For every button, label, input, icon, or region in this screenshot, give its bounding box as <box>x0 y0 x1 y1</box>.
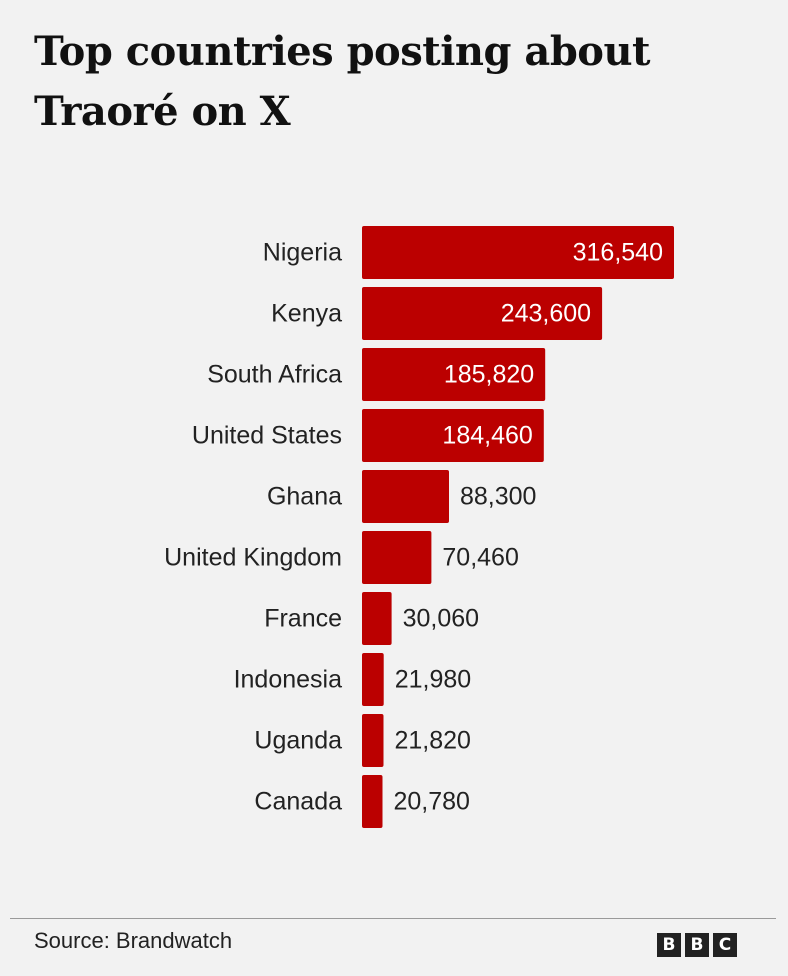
value-label: 243,600 <box>501 300 591 328</box>
value-label: 20,780 <box>394 788 470 816</box>
value-label: 185,820 <box>444 361 534 389</box>
bar-canada <box>362 775 383 828</box>
bbc-logo-letter: C <box>713 933 737 957</box>
value-label: 70,460 <box>442 544 518 572</box>
bar-chart: Nigeria 316,540 Kenya 243,600 South Africa 18… <box>164 226 674 828</box>
bar-ghana <box>362 470 449 523</box>
category-label: Nigeria <box>263 239 342 267</box>
bbc-logo: B B C <box>657 933 737 957</box>
category-label: Canada <box>254 788 342 816</box>
category-label: South Africa <box>207 361 342 389</box>
bar-france <box>362 592 392 645</box>
category-label: Uganda <box>254 727 342 755</box>
category-label: Indonesia <box>234 666 343 694</box>
bar-kenya <box>362 287 603 340</box>
value-label: 30,060 <box>403 605 479 633</box>
category-label: United Kingdom <box>164 544 342 572</box>
category-label: Ghana <box>267 483 342 511</box>
bar-united-kingdom <box>362 531 432 584</box>
value-label: 21,980 <box>395 666 471 694</box>
value-label: 21,820 <box>395 727 471 755</box>
chart-title: Top countries posting about Traoré on X <box>34 28 651 135</box>
bbc-logo-letter: B <box>657 933 681 957</box>
category-label: United States <box>192 422 342 450</box>
category-label: France <box>264 605 342 633</box>
footer-divider <box>10 918 776 919</box>
bar-south-africa <box>362 348 546 401</box>
bar-nigeria <box>362 226 674 279</box>
bar-united-states <box>362 409 544 462</box>
value-label: 184,460 <box>442 422 532 450</box>
value-label: 88,300 <box>460 483 536 511</box>
bbc-logo-letter: B <box>685 933 709 957</box>
value-label: 316,540 <box>573 239 663 267</box>
bar-indonesia <box>362 653 384 706</box>
category-label: Kenya <box>271 300 342 328</box>
bar-uganda <box>362 714 384 767</box>
source-note: Source: Brandwatch <box>34 928 233 953</box>
